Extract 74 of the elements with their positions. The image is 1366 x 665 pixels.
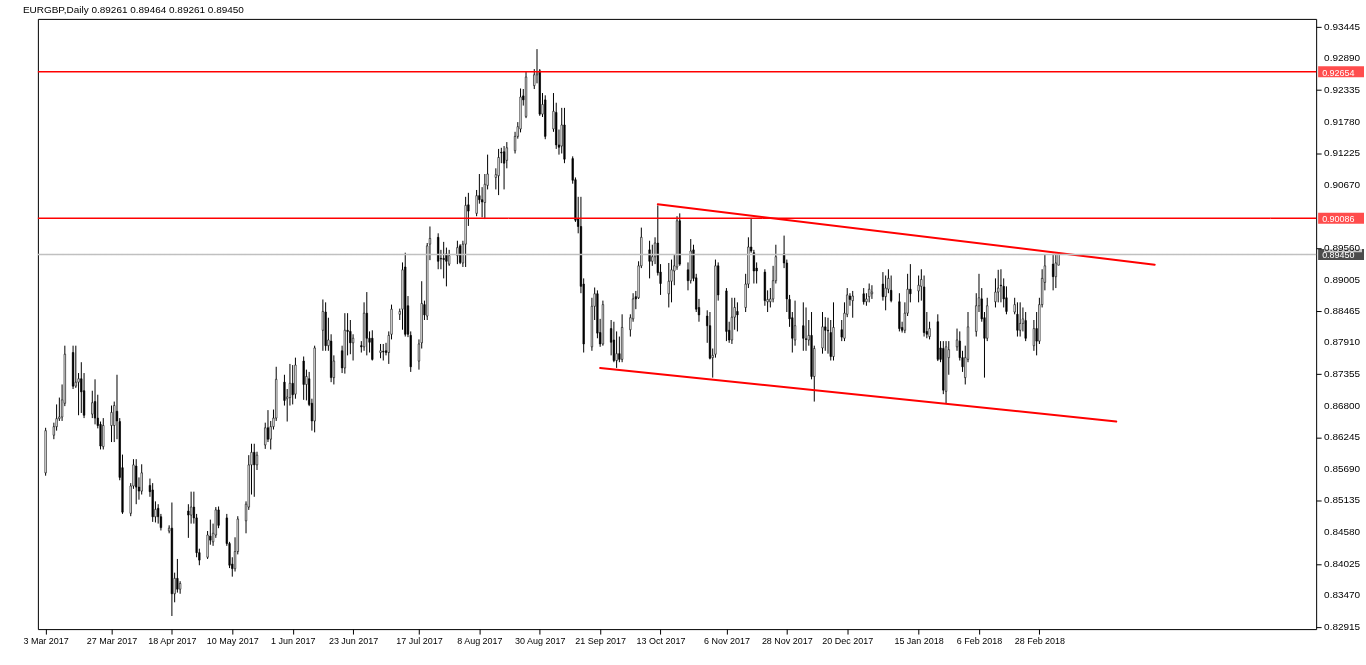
- x-tick-label: 30 Aug 2017: [515, 635, 566, 646]
- x-tick-label: 6 Feb 2018: [956, 635, 1003, 646]
- y-tick-label: 0.84025: [1324, 557, 1361, 569]
- candlestick: [176, 558, 179, 594]
- ref-line-label: 0.92654: [1322, 67, 1355, 78]
- x-tick-label: 15 Jan 2018: [894, 635, 944, 646]
- candlestick: [821, 311, 824, 355]
- x-tick-label: 8 Aug 2017: [457, 635, 503, 646]
- candlestick: [997, 269, 1000, 303]
- y-tick-label: 0.92335: [1324, 83, 1361, 95]
- x-tick-label: 28 Nov 2017: [761, 635, 813, 646]
- x-tick-label: 27 Mar 2017: [86, 635, 138, 646]
- candlestick: [870, 284, 874, 300]
- candlestick: [804, 306, 808, 352]
- candlestick: [999, 268, 1003, 303]
- y-tick-label: 0.88465: [1324, 304, 1361, 316]
- candlestick: [442, 241, 445, 279]
- y-tick-label: 0.83470: [1324, 589, 1361, 601]
- candlestick: [459, 243, 462, 265]
- candlestick: [437, 232, 440, 270]
- x-tick-label: 28 Feb 2018: [1014, 635, 1066, 646]
- candlestick: [302, 356, 305, 401]
- y-tick-label: 0.90670: [1324, 178, 1361, 190]
- candlestick: [730, 297, 734, 345]
- x-tick-label: 21 Sep 2017: [575, 635, 627, 646]
- x-tick-label: 20 Dec 2017: [822, 635, 874, 646]
- x-tick-label: 10 May 2017: [206, 635, 259, 646]
- x-tick-label: 17 Jul 2017: [396, 635, 443, 646]
- candlestick: [102, 417, 105, 450]
- candlestick: [135, 458, 138, 505]
- ref-line-label: 0.90086: [1322, 214, 1355, 225]
- y-tick-label: 0.89005: [1324, 273, 1361, 285]
- y-tick-label: 0.91780: [1324, 115, 1361, 127]
- y-tick-label: 0.87910: [1324, 336, 1361, 348]
- candlestick: [648, 240, 651, 279]
- y-tick-label: 0.89560: [1324, 242, 1361, 254]
- y-tick-label: 0.85135: [1324, 494, 1361, 506]
- candlestick: [110, 405, 113, 443]
- y-tick-label: 0.85690: [1324, 462, 1361, 474]
- x-tick-label: 6 Nov 2017: [703, 635, 750, 646]
- candlestick: [291, 364, 294, 405]
- candlestick: [736, 301, 739, 332]
- candlestick: [371, 329, 374, 361]
- candlestick: [456, 240, 459, 265]
- x-tick-label: 18 Apr 2017: [148, 635, 197, 646]
- candlestick: [140, 463, 143, 496]
- candlestick: [80, 361, 83, 414]
- y-tick-label: 0.93445: [1324, 20, 1361, 32]
- y-tick-label: 0.92890: [1324, 52, 1361, 64]
- candlestick: [670, 259, 673, 303]
- y-tick-label: 0.86245: [1324, 431, 1361, 443]
- candlestick: [71, 345, 75, 390]
- x-tick-label: 3 Mar 2017: [23, 635, 69, 646]
- y-tick-label: 0.87355: [1324, 367, 1361, 379]
- candlestick: [253, 443, 256, 498]
- candlestick: [802, 301, 805, 352]
- y-tick-label: 0.86800: [1324, 399, 1361, 411]
- candlestick: [321, 298, 324, 352]
- candlestick: [1019, 301, 1022, 338]
- candlestick: [1016, 301, 1019, 338]
- candlestick: [829, 319, 832, 361]
- candlestick: [667, 262, 670, 308]
- y-tick-label: 0.91225: [1324, 147, 1361, 159]
- x-tick-label: 23 Jun 2017: [328, 635, 379, 646]
- x-tick-label: 1 Jun 2017: [270, 635, 316, 646]
- candlestick: [1024, 311, 1027, 342]
- x-tick-label: 13 Oct 2017: [636, 635, 686, 646]
- y-tick-label: 0.82915: [1324, 621, 1361, 633]
- candlestick: [851, 290, 854, 319]
- y-tick-label: 0.84580: [1324, 526, 1361, 538]
- candlestick: [868, 283, 871, 303]
- candlestick: [93, 378, 97, 425]
- candlestick: [824, 316, 827, 352]
- chart-title: EURGBP,Daily 0.89261 0.89464 0.89261 0.89450: [22, 3, 245, 15]
